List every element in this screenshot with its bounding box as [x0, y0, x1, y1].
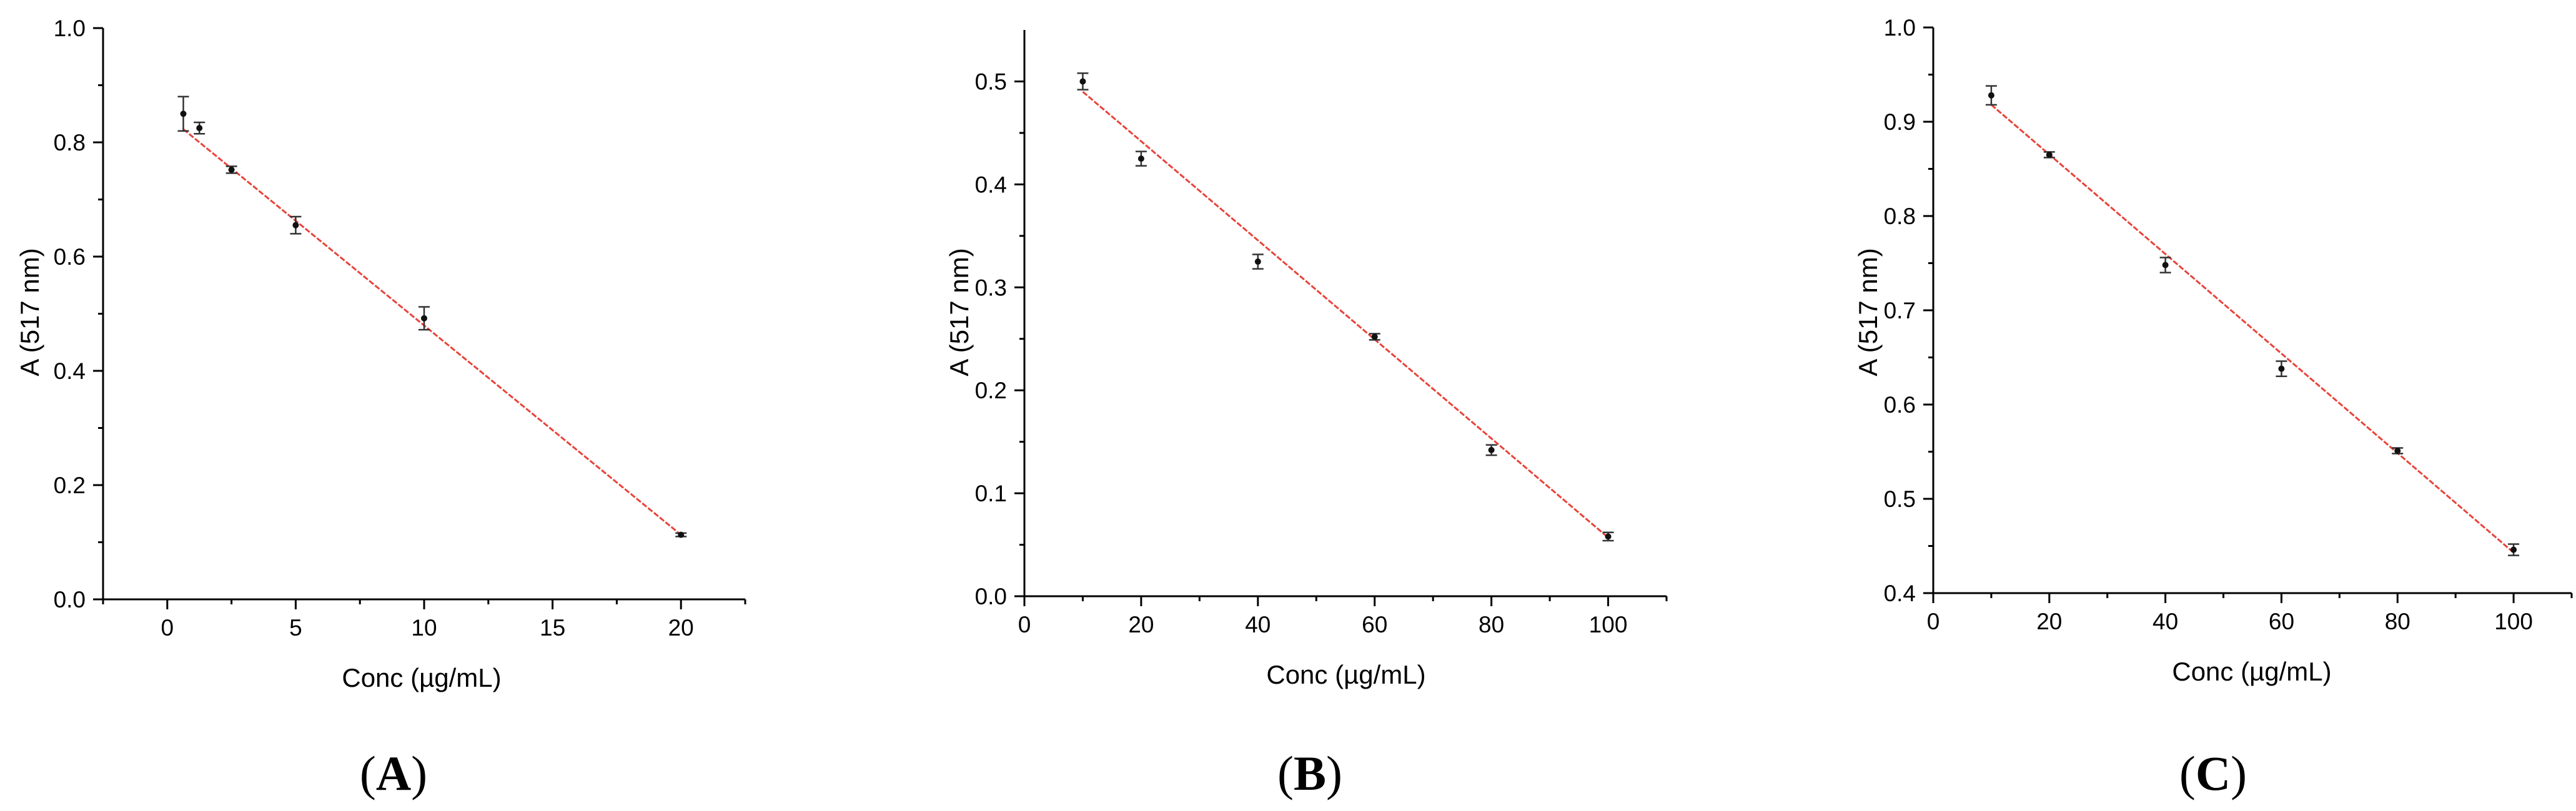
- panel-b: 0.0 0.1 0.2 0.3 0.4 0.5 0 20 40 60 80 100 Conc (µg/…: [944, 30, 1668, 800]
- y-tick-label: 0.0: [54, 587, 86, 612]
- panel-a-plot-area: 0.0 0.2 0.4 0.6 0.8 1.0 0 5 10 15 20: [54, 16, 746, 641]
- y-tick-label: 0.5: [975, 69, 1007, 94]
- y-tick-label: 0.2: [975, 378, 1007, 403]
- y-tick-label: 0.2: [54, 473, 86, 498]
- data-point: [1079, 78, 1086, 85]
- x-tick-label: 0: [161, 615, 174, 641]
- panel-a-label-letter: A: [376, 746, 411, 800]
- panel-a: 0.00.20.40.60.81.00 5 10 15 20 Conc (µg/mL) …: [15, 16, 746, 800]
- data-point: [2510, 546, 2517, 553]
- x-tick-label: 15: [540, 615, 565, 641]
- data-point: [2162, 262, 2169, 268]
- panel-b-label: (B): [1277, 746, 1342, 800]
- panel-c-x-axis-title: Conc (µg/mL): [2172, 657, 2331, 686]
- data-point: [421, 315, 427, 322]
- y-tick-label: 0.4: [1884, 581, 1916, 606]
- y-tick-label: 1.0: [54, 16, 86, 41]
- panel-a-fit-line: [182, 128, 682, 536]
- x-tick-label: 80: [1479, 612, 1504, 637]
- x-tick-label: 20: [1128, 612, 1154, 637]
- x-tick-label: 100: [1589, 612, 1628, 637]
- y-tick-label: 0.7: [1884, 298, 1916, 323]
- panel-a-x-axis-title: Conc (µg/mL): [342, 663, 501, 692]
- data-point: [196, 125, 203, 132]
- x-tick-label: 0: [1018, 612, 1031, 637]
- panel-c-label-letter: C: [2196, 746, 2231, 800]
- panel-b-label-letter: B: [1294, 746, 1326, 800]
- panel-b-x-axis-title: Conc (µg/mL): [1266, 660, 1425, 689]
- panel-b-plot-area: 0.0 0.1 0.2 0.3 0.4 0.5 0 20 40 60 80 100: [975, 30, 1668, 637]
- x-tick-label: 20: [668, 615, 694, 641]
- x-tick-label: 80: [2385, 609, 2410, 634]
- y-tick-label: 0.3: [975, 275, 1007, 300]
- data-point: [1988, 92, 1994, 99]
- y-tick-label: 0.4: [975, 172, 1007, 197]
- data-point: [1137, 155, 1144, 162]
- data-point: [1371, 333, 1378, 340]
- y-tick-label: 0.6: [1884, 392, 1916, 418]
- panel-c-y-axis-title: A (517 nm): [1853, 248, 1883, 376]
- y-tick-label: 0.4: [54, 358, 86, 384]
- y-tick-label: 0.6: [54, 244, 86, 270]
- data-point: [228, 166, 235, 173]
- x-tick-label: 40: [1245, 612, 1271, 637]
- y-tick-label: 0.5: [1884, 486, 1916, 512]
- panel-a-y-axis-title: A (517 nm): [15, 248, 44, 376]
- y-tick-label: 0.9: [1884, 109, 1916, 135]
- data-point: [180, 111, 187, 117]
- panel-c-label: (C): [2179, 746, 2247, 800]
- data-point: [292, 222, 299, 229]
- x-tick-label: 60: [1362, 612, 1387, 637]
- data-point: [1605, 533, 1612, 540]
- panel-b-y-axis-title: A (517 nm): [944, 248, 974, 376]
- x-tick-label: 0: [1927, 609, 1940, 634]
- panel-c-plot-area: 0.4 0.5 0.6 0.7 0.8 0.9 1.0 0 20 40 60 80 100: [1884, 15, 2573, 634]
- x-tick-label: 20: [2036, 609, 2062, 634]
- data-point: [678, 531, 685, 538]
- x-tick-label: 60: [2269, 609, 2294, 634]
- data-point: [1254, 258, 1261, 265]
- y-tick-label: 0.8: [54, 130, 86, 155]
- x-tick-label: 10: [411, 615, 437, 641]
- data-point: [2278, 365, 2285, 372]
- x-tick-label: 100: [2494, 609, 2533, 634]
- x-tick-label: 5: [289, 615, 302, 641]
- y-tick-label: 0.8: [1884, 204, 1916, 229]
- y-tick-label: 0.1: [975, 481, 1007, 506]
- data-point: [1488, 446, 1495, 453]
- panel-b-fit-line: [1082, 91, 1609, 539]
- panel-a-label: (A): [360, 746, 427, 800]
- data-point: [2046, 151, 2053, 158]
- panel-c-fit-line: [1990, 104, 2515, 554]
- data-point: [2394, 447, 2401, 454]
- x-tick-label: 40: [2152, 609, 2178, 634]
- y-tick-label: 0.0: [975, 584, 1007, 609]
- panel-c: 0.4 0.5 0.6 0.7 0.8 0.9 1.0 0 20 40 60 80 100 Conc (…: [1853, 15, 2573, 800]
- y-tick-label: 1.0: [1884, 15, 1916, 41]
